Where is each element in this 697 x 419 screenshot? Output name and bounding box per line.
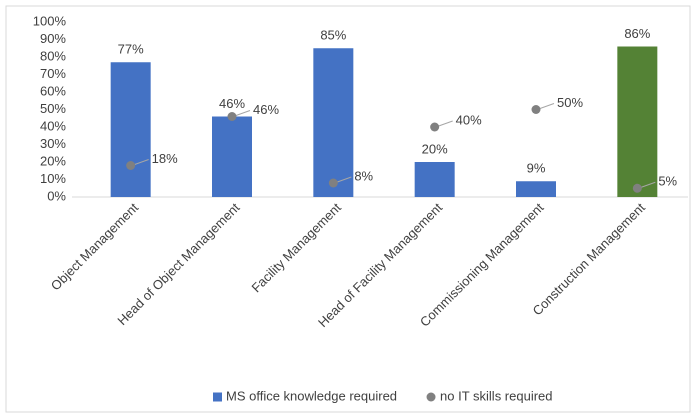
y-tick-label: 20%	[40, 153, 66, 168]
bar-value-label: 86%	[624, 26, 650, 41]
leader-line	[539, 103, 555, 109]
point	[531, 105, 541, 114]
point	[227, 112, 237, 121]
bar	[313, 48, 354, 197]
legend-label: MS office knowledge required	[226, 388, 397, 403]
point	[632, 183, 642, 193]
y-tick-label: 70%	[40, 66, 66, 81]
bar	[212, 116, 252, 197]
leader-line	[235, 110, 251, 116]
y-tick-label: 10%	[40, 171, 66, 186]
y-tick-label: 80%	[40, 48, 66, 63]
point-value-label: 46%	[253, 102, 279, 117]
y-tick-label: 60%	[40, 83, 66, 98]
y-tick-label: 90%	[40, 31, 66, 46]
point	[328, 178, 338, 188]
y-tick-label: 0%	[47, 188, 66, 203]
point-value-label: 18%	[152, 151, 178, 166]
legend-marker	[426, 392, 436, 402]
point-value-label: 50%	[557, 95, 583, 110]
bar	[414, 162, 455, 197]
point-value-label: 8%	[354, 168, 373, 183]
legend-marker	[213, 392, 222, 402]
bar-value-label: 20%	[422, 141, 448, 156]
y-tick-label: 30%	[40, 136, 66, 151]
legend-label: no IT skills required	[440, 388, 552, 403]
point-value-label: 40%	[456, 112, 482, 127]
leader-line	[641, 181, 656, 188]
y-tick-label: 50%	[40, 101, 66, 116]
bar-value-label: 46%	[219, 96, 245, 111]
bar	[617, 46, 658, 197]
point	[126, 161, 136, 170]
bar	[516, 181, 556, 197]
bar-value-label: 9%	[527, 161, 546, 176]
leader-line	[134, 159, 149, 165]
leader-line	[438, 120, 453, 127]
y-tick-label: 100%	[33, 13, 67, 28]
leader-line	[337, 176, 352, 183]
bar-value-label: 77%	[118, 42, 144, 57]
point	[430, 122, 440, 132]
y-tick-label: 40%	[40, 118, 66, 133]
point-value-label: 5%	[658, 174, 677, 189]
bar-value-label: 85%	[320, 28, 346, 43]
bar	[110, 62, 151, 197]
